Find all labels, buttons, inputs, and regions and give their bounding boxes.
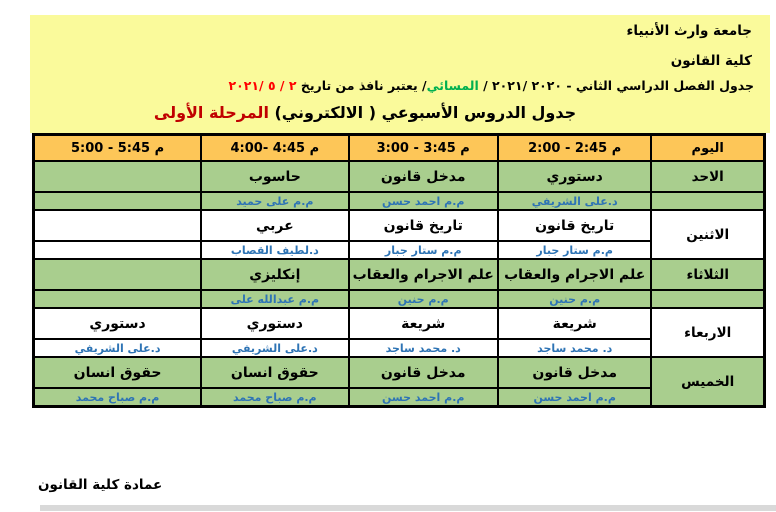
timetable: اليوم 2:00 - 2:45 م 3:00 - 3:45 م 4:00- …	[32, 133, 766, 408]
university-name: جامعة وارث الأنبياء	[626, 23, 752, 39]
time-header-4: 4:00- 4:45 م	[200, 133, 350, 162]
teacher-cell: م.م احمد حسن	[347, 191, 499, 211]
day-empty-cell	[650, 191, 766, 211]
subject-cell: حاسوب	[200, 160, 350, 193]
teacher-cell: م.م حنين	[347, 289, 499, 309]
semester-text: جدول الفصل الدراسي الثاني - ٢٠٢٠ /٢٠٢١ /	[478, 78, 754, 93]
time-header-5: 5:00 - 5:45 م	[32, 133, 203, 162]
subject-cell: علم الاجرام والعقاب	[347, 258, 499, 291]
subject-cell: دستوري	[496, 160, 653, 193]
day-empty-cell	[650, 289, 766, 309]
subject-cell: دستوري	[32, 307, 203, 340]
subject-cell: إنكليزي	[200, 258, 350, 291]
timetable-header-row: اليوم 2:00 - 2:45 م 3:00 - 3:45 م 4:00- …	[32, 133, 766, 162]
teacher-cell: م.م عبدالله على	[200, 289, 350, 309]
subject-cell: حقوق انسان	[32, 356, 203, 389]
teacher-cell: م.م ستار جبار	[347, 240, 499, 260]
bottom-gray-bar	[40, 505, 776, 511]
teacher-cell: د.لطيف القصاب	[200, 240, 350, 260]
tuesday-teacher-row: م.م حنين م.م حنين م.م عبدالله على	[32, 289, 766, 309]
header-banner: جامعة وارث الأنبياء كلية القانون جدول ال…	[30, 15, 770, 133]
subject-cell: دستوري	[200, 307, 350, 340]
teacher-cell: م.م احمد حسن	[347, 387, 499, 408]
subject-cell	[32, 160, 203, 193]
teacher-cell	[32, 289, 203, 309]
day-cell-monday: الاثنين	[650, 209, 766, 260]
teacher-cell	[32, 240, 203, 260]
teacher-cell: م.م صباح محمد	[200, 387, 350, 408]
monday-subject-row: الاثنين تاريخ قانون تاريخ قانون عربي	[32, 209, 766, 260]
teacher-cell: م.م على حميد	[200, 191, 350, 211]
teacher-cell: د. محمد ساجد	[347, 338, 499, 358]
teacher-cell: د.على الشريفي	[200, 338, 350, 358]
teacher-cell: م.م احمد حسن	[496, 387, 653, 408]
sunday-teacher-row: د.على الشريفي م.م احمد حسن م.م على حميد	[32, 191, 766, 211]
tuesday-subject-row: الثلاثاء علم الاجرام والعقاب علم الاجرام…	[32, 258, 766, 291]
schedule-title-text: جدول الدروس الأسبوعي ( الالكتروني)	[268, 103, 577, 122]
day-cell-thursday: الخميس	[650, 356, 766, 408]
subject-cell: مدخل قانون	[347, 160, 499, 193]
subject-cell: شريعة	[496, 307, 653, 340]
monday-teacher-row: م.م ستار جبار م.م ستار جبار د.لطيف القصا…	[32, 240, 765, 260]
stage-label: المرحلة الأولى	[153, 103, 269, 122]
thursday-teacher-row: م.م احمد حسن م.م احمد حسن م.م صباح محمد …	[32, 387, 765, 408]
subject-cell: تاريخ قانون	[496, 209, 653, 242]
teacher-cell: د.على الشريفي	[496, 191, 653, 211]
subject-cell: عربي	[200, 209, 350, 242]
subject-cell: شريعة	[347, 307, 499, 340]
teacher-cell: د.على الشريفي	[32, 338, 203, 358]
subject-cell: مدخل قانون	[347, 356, 499, 389]
teacher-cell: م.م صباح محمد	[32, 387, 203, 408]
teacher-cell: م.م ستار جبار	[496, 240, 653, 260]
day-cell-tuesday: الثلاثاء	[650, 258, 766, 291]
wednesday-teacher-row: د. محمد ساجد د. محمد ساجد د.على الشريفي …	[32, 338, 765, 358]
sunday-subject-row: الاحد دستوري مدخل قانون حاسوب	[32, 160, 766, 193]
day-cell-wednesday: الاربعاء	[650, 307, 766, 358]
day-column-header: اليوم	[650, 133, 766, 162]
time-header-2: 2:00 - 2:45 م	[496, 133, 653, 162]
teacher-cell: د. محمد ساجد	[496, 338, 653, 358]
teacher-cell: م.م حنين	[496, 289, 653, 309]
effective-text: / يعتبر نافذ من تاريخ	[296, 78, 427, 93]
effective-date: ٢ / ٥ /٢٠٢١	[228, 78, 297, 93]
day-cell-sunday: الاحد	[650, 160, 766, 193]
semester-line: جدول الفصل الدراسي الثاني - ٢٠٢٠ /٢٠٢١ /…	[228, 78, 754, 93]
subject-cell: تاريخ قانون	[347, 209, 499, 242]
college-name: كلية القانون	[670, 53, 752, 69]
subject-cell: مدخل قانون	[496, 356, 653, 389]
time-header-3: 3:00 - 3:45 م	[347, 133, 499, 162]
footer-deanship: عمادة كلية القانون	[38, 477, 163, 493]
subject-cell	[32, 258, 203, 291]
thursday-subject-row: الخميس مدخل قانون مدخل قانون حقوق انسان …	[32, 356, 766, 408]
subject-cell: علم الاجرام والعقاب	[496, 258, 653, 291]
wednesday-subject-row: الاربعاء شريعة شريعة دستوري دستوري	[32, 307, 766, 358]
subject-cell: حقوق انسان	[200, 356, 350, 389]
teacher-cell	[32, 191, 203, 211]
evening-label: المسائي	[426, 78, 479, 93]
subject-cell	[32, 209, 203, 242]
schedule-title: جدول الدروس الأسبوعي ( الالكتروني) المرح…	[30, 103, 700, 122]
